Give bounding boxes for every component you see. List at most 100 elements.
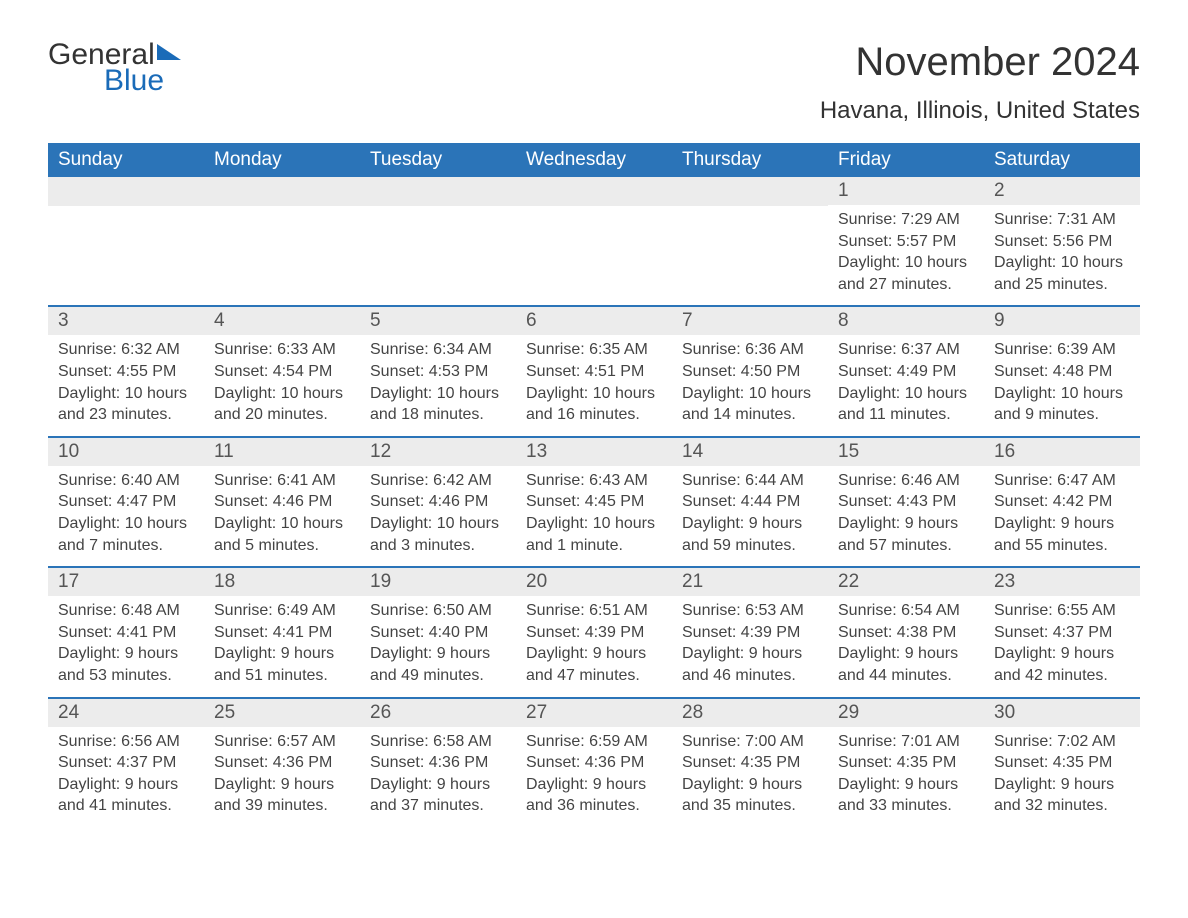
sunrise-text: Sunrise: 6:43 AM [526,470,662,492]
day-number: 26 [360,699,516,727]
day-number: 23 [984,568,1140,596]
calendar-day [48,177,204,305]
day-details: Sunrise: 6:35 AMSunset: 4:51 PMDaylight:… [516,335,672,425]
sunrise-text: Sunrise: 6:58 AM [370,731,506,753]
weekday-header: Friday [828,143,984,177]
sunset-text: Sunset: 4:38 PM [838,622,974,644]
sunset-text: Sunset: 4:35 PM [994,752,1130,774]
day-number: 19 [360,568,516,596]
calendar-day: 10 Sunrise: 6:40 AMSunset: 4:47 PMDayligh… [48,438,204,566]
day-number: 1 [828,177,984,205]
calendar-day [204,177,360,305]
calendar-day: 14Sunrise: 6:44 AMSunset: 4:44 PMDayligh… [672,438,828,566]
day-number: 18 [204,568,360,596]
sunset-text: Sunset: 4:36 PM [214,752,350,774]
day-details: Sunrise: 6:44 AMSunset: 4:44 PMDaylight:… [672,466,828,556]
day-number: 8 [828,307,984,335]
day-number [360,177,516,206]
sunrise-text: Sunrise: 6:57 AM [214,731,350,753]
daylight-text: Daylight: 9 hours and 51 minutes. [214,643,350,686]
day-number: 13 [516,438,672,466]
sunrise-text: Sunrise: 6:55 AM [994,600,1130,622]
sunrise-text: Sunrise: 6:41 AM [214,470,350,492]
weekday-header: Sunday [48,143,204,177]
day-details: Sunrise: 7:31 AMSunset: 5:56 PMDaylight:… [984,205,1140,295]
weekday-header: Thursday [672,143,828,177]
sunset-text: Sunset: 4:55 PM [58,361,194,383]
day-number: 14 [672,438,828,466]
daylight-text: Daylight: 9 hours and 49 minutes. [370,643,506,686]
calendar-day: 15Sunrise: 6:46 AMSunset: 4:43 PMDayligh… [828,438,984,566]
day-number [204,177,360,206]
sunset-text: Sunset: 4:39 PM [526,622,662,644]
location-text: Havana, Illinois, United States [820,97,1140,125]
daylight-text: Daylight: 10 hours and 9 minutes. [994,383,1130,426]
sunset-text: Sunset: 4:35 PM [838,752,974,774]
sunset-text: Sunset: 4:39 PM [682,622,818,644]
sunrise-text: Sunrise: 6:54 AM [838,600,974,622]
sunset-text: Sunset: 4:53 PM [370,361,506,383]
day-details: Sunrise: 7:01 AMSunset: 4:35 PMDaylight:… [828,727,984,817]
sunrise-text: Sunrise: 6:40 AM [58,470,194,492]
day-details: Sunrise: 6:48 AMSunset: 4:41 PMDaylight:… [48,596,204,686]
calendar-day: 11Sunrise: 6:41 AMSunset: 4:46 PMDayligh… [204,438,360,566]
day-number [48,177,204,206]
sunset-text: Sunset: 4:37 PM [58,752,194,774]
daylight-text: Daylight: 9 hours and 57 minutes. [838,513,974,556]
calendar-day: 7Sunrise: 6:36 AMSunset: 4:50 PMDaylight… [672,307,828,435]
daylight-text: Daylight: 9 hours and 55 minutes. [994,513,1130,556]
weekday-header-row: Sunday Monday Tuesday Wednesday Thursday… [48,143,1140,177]
calendar-week: 24Sunrise: 6:56 AMSunset: 4:37 PMDayligh… [48,697,1140,827]
day-details: Sunrise: 6:34 AMSunset: 4:53 PMDaylight:… [360,335,516,425]
day-details: Sunrise: 6:53 AMSunset: 4:39 PMDaylight:… [672,596,828,686]
calendar-day: 4Sunrise: 6:33 AMSunset: 4:54 PMDaylight… [204,307,360,435]
daylight-text: Daylight: 10 hours and 3 minutes. [370,513,506,556]
day-details: Sunrise: 7:02 AMSunset: 4:35 PMDaylight:… [984,727,1140,817]
day-number: 16 [984,438,1140,466]
calendar-day [672,177,828,305]
calendar-day: 20Sunrise: 6:51 AMSunset: 4:39 PMDayligh… [516,568,672,696]
calendar-day: 2Sunrise: 7:31 AMSunset: 5:56 PMDaylight… [984,177,1140,305]
daylight-text: Daylight: 9 hours and 37 minutes. [370,774,506,817]
sunset-text: Sunset: 4:47 PM [58,491,194,513]
calendar-day: 30Sunrise: 7:02 AMSunset: 4:35 PMDayligh… [984,699,1140,827]
sunrise-text: Sunrise: 6:34 AM [370,339,506,361]
day-details: Sunrise: 6:58 AMSunset: 4:36 PMDaylight:… [360,727,516,817]
daylight-text: Daylight: 10 hours and 5 minutes. [214,513,350,556]
day-number: 24 [48,699,204,727]
calendar-day: 8Sunrise: 6:37 AMSunset: 4:49 PMDaylight… [828,307,984,435]
calendar-day: 28Sunrise: 7:00 AMSunset: 4:35 PMDayligh… [672,699,828,827]
daylight-text: Daylight: 9 hours and 35 minutes. [682,774,818,817]
sunrise-text: Sunrise: 6:44 AM [682,470,818,492]
sunset-text: Sunset: 4:46 PM [370,491,506,513]
sunset-text: Sunset: 4:35 PM [682,752,818,774]
daylight-text: Daylight: 10 hours and 7 minutes. [58,513,194,556]
daylight-text: Daylight: 10 hours and 11 minutes. [838,383,974,426]
day-number: 11 [204,438,360,466]
weekday-header: Monday [204,143,360,177]
day-details: Sunrise: 6:41 AMSunset: 4:46 PMDaylight:… [204,466,360,556]
calendar-day: 16Sunrise: 6:47 AMSunset: 4:42 PMDayligh… [984,438,1140,566]
day-number: 22 [828,568,984,596]
sunrise-text: Sunrise: 6:32 AM [58,339,194,361]
logo-text-blue: Blue [104,66,185,96]
sunset-text: Sunset: 4:54 PM [214,361,350,383]
day-number: 10 [48,438,204,466]
sunrise-text: Sunrise: 6:51 AM [526,600,662,622]
sunset-text: Sunset: 5:57 PM [838,231,974,253]
daylight-text: Daylight: 9 hours and 59 minutes. [682,513,818,556]
page-header: General Blue November 2024 Havana, Illin… [48,40,1140,125]
sunset-text: Sunset: 4:44 PM [682,491,818,513]
sunrise-text: Sunrise: 7:00 AM [682,731,818,753]
sunset-text: Sunset: 4:41 PM [214,622,350,644]
day-details: Sunrise: 6:54 AMSunset: 4:38 PMDaylight:… [828,596,984,686]
sunset-text: Sunset: 4:50 PM [682,361,818,383]
day-number: 4 [204,307,360,335]
day-number: 30 [984,699,1140,727]
day-number: 20 [516,568,672,596]
sunrise-text: Sunrise: 6:50 AM [370,600,506,622]
day-details: Sunrise: 6:39 AMSunset: 4:48 PMDaylight:… [984,335,1140,425]
sunset-text: Sunset: 4:48 PM [994,361,1130,383]
weekday-header: Tuesday [360,143,516,177]
calendar-day: 19Sunrise: 6:50 AMSunset: 4:40 PMDayligh… [360,568,516,696]
